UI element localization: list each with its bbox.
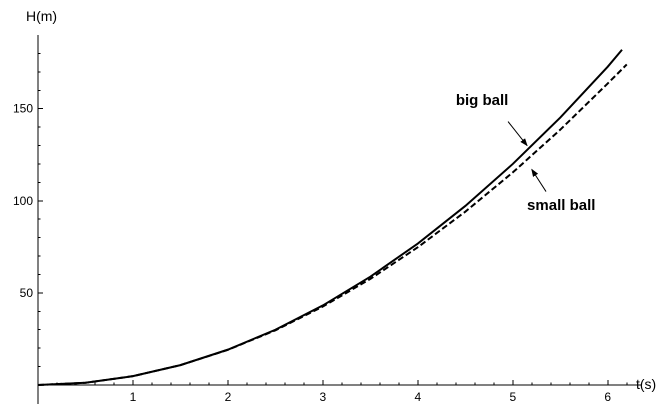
annotation-label-small-ball: small ball	[527, 197, 595, 214]
x-axis-title: t(s)	[636, 376, 656, 392]
y-tick-label-1: 100	[13, 194, 33, 208]
series-line-solid	[37, 49, 623, 386]
x-tick-label-2: 3	[320, 390, 327, 404]
x-tick-label-4: 5	[509, 390, 516, 404]
series-layer	[37, 49, 628, 386]
minor-ticks	[38, 52, 628, 385]
major-ticks	[38, 108, 609, 385]
y-tick-label-0: 50	[20, 286, 34, 300]
x-tick-label-0: 1	[130, 390, 137, 404]
annotation-layer: big ball small ball	[456, 92, 596, 214]
tick-labels: 1 2 3 4 5 6 50 100 150	[13, 102, 611, 404]
annotation-arrow-big-ball	[507, 121, 528, 147]
y-tick-label-2: 150	[13, 102, 33, 116]
x-tick-label-3: 4	[414, 390, 421, 404]
series-line-dashed	[37, 63, 628, 386]
x-tick-label-1: 2	[225, 390, 232, 404]
y-axis-title: H(m)	[26, 8, 57, 24]
annotation-arrow-small-ball	[531, 168, 547, 192]
x-tick-label-5: 6	[604, 390, 611, 404]
annotation-label-big-ball: big ball	[456, 92, 509, 109]
